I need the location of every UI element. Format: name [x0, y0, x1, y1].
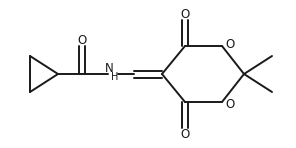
Text: O: O	[180, 8, 190, 21]
Text: O: O	[225, 98, 235, 111]
Text: O: O	[77, 33, 87, 46]
Text: O: O	[225, 37, 235, 50]
Text: N: N	[104, 62, 113, 75]
Text: O: O	[180, 127, 190, 140]
Text: H: H	[111, 72, 119, 82]
